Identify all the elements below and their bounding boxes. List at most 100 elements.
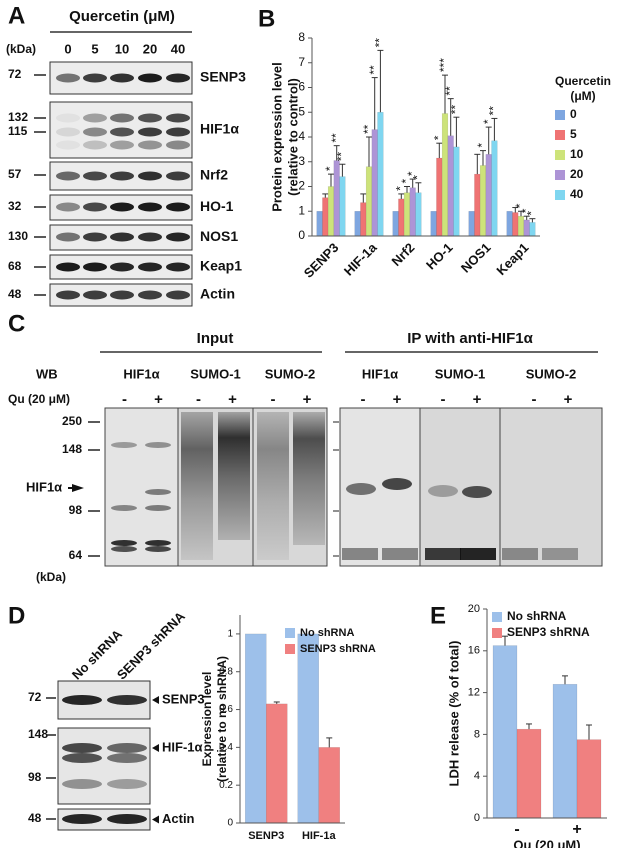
bar: [354, 211, 361, 237]
section-title: IP with anti-HIF1α: [407, 330, 533, 347]
y-axis-label: (relative to no shRNA): [215, 656, 229, 782]
error-bar: [562, 675, 568, 685]
band: [110, 232, 134, 242]
smear: [181, 412, 213, 560]
bar: [339, 176, 346, 237]
bar: [360, 202, 367, 237]
significance: *: [475, 143, 489, 148]
treatment-title: Quercetin (μM): [69, 8, 175, 25]
significance: **: [487, 106, 501, 116]
band: [166, 127, 190, 137]
size-marker: 98: [69, 503, 83, 517]
band: [138, 73, 162, 83]
band: [138, 202, 162, 212]
error-bar: [333, 145, 340, 161]
bar: [327, 186, 335, 237]
y-tick-label: 5: [298, 104, 305, 118]
band: [110, 73, 134, 83]
significance: *: [405, 171, 419, 176]
x-tick-label: Nrf2: [389, 240, 418, 269]
bar: [441, 113, 449, 237]
error-bar: [404, 186, 410, 193]
x-tick-label: SENP3: [248, 830, 284, 842]
band: [110, 202, 134, 212]
lane-label: 5: [91, 41, 98, 56]
bar: [322, 197, 329, 237]
y-tick-label: 16: [468, 645, 480, 657]
legend-label: 5: [570, 127, 577, 141]
band: [166, 140, 190, 150]
bar: [529, 222, 536, 237]
band: [110, 290, 134, 300]
error-bar: [436, 142, 443, 159]
error-bar: [360, 193, 367, 203]
protein-label: Actin: [162, 811, 195, 826]
y-tick-label: 7: [298, 55, 305, 69]
significance: *: [431, 135, 445, 140]
band: [138, 290, 162, 300]
panel-label: C: [8, 310, 25, 337]
size-marker: 250: [62, 414, 82, 428]
unit-label: (kDa): [6, 42, 36, 56]
band: [382, 548, 418, 560]
bar: [468, 211, 475, 237]
panel-label: B: [258, 5, 275, 32]
band: [166, 290, 190, 300]
band: [138, 140, 162, 150]
size-marker: 130: [8, 229, 28, 243]
band: [111, 442, 137, 448]
legend-label: 40: [570, 187, 584, 201]
band: [138, 171, 162, 181]
x-tick-label: HO-1: [423, 240, 456, 273]
band: [56, 202, 80, 212]
bar: [392, 211, 399, 237]
band: [145, 489, 171, 495]
bar: [523, 219, 530, 237]
bar: [333, 160, 340, 237]
band: [56, 140, 80, 150]
protein-label: HO-1: [200, 198, 234, 214]
size-marker: 115: [8, 124, 28, 138]
protein-label: Nrf2: [200, 167, 228, 183]
error-bar: [409, 178, 416, 188]
y-tick-label: 3: [298, 154, 305, 168]
section-title: Input: [197, 330, 234, 347]
band: [56, 73, 80, 83]
group-label: HIF1α: [362, 366, 398, 381]
band: [166, 262, 190, 272]
legend-label: SENP3 shRNA: [300, 643, 376, 655]
lane-sign: +: [473, 391, 482, 408]
y-tick-label: 4: [474, 770, 480, 782]
legend-label: 10: [570, 147, 584, 161]
size-marker: 48: [8, 287, 22, 301]
bar: [245, 633, 267, 824]
size-marker: 68: [8, 259, 22, 273]
error-bar: [273, 701, 280, 704]
y-tick-label: 0.8: [219, 666, 233, 677]
bar: [506, 211, 513, 237]
band: [62, 753, 102, 763]
bar: [316, 211, 323, 237]
bar: [403, 192, 411, 237]
legend-label: 20: [570, 167, 584, 181]
band: [83, 113, 107, 123]
band: [502, 548, 538, 560]
error-bar: [485, 126, 492, 155]
legend-label: No shRNA: [300, 627, 354, 639]
protein-label: Keap1: [200, 258, 242, 274]
legend-swatch: [555, 110, 565, 120]
y-tick-label: 1: [227, 629, 233, 640]
smear: [293, 412, 325, 545]
band: [56, 171, 80, 181]
band: [62, 814, 102, 824]
bar: [365, 166, 373, 237]
protein-label: SENP3: [200, 69, 246, 85]
y-axis-label: LDH release (% of total): [446, 641, 461, 787]
band: [138, 113, 162, 123]
band: [56, 290, 80, 300]
bar: [479, 165, 487, 237]
significance: *: [481, 119, 495, 124]
protein-label: SENP3: [162, 691, 205, 706]
y-tick-label: 4: [298, 129, 305, 143]
band: [107, 779, 147, 789]
